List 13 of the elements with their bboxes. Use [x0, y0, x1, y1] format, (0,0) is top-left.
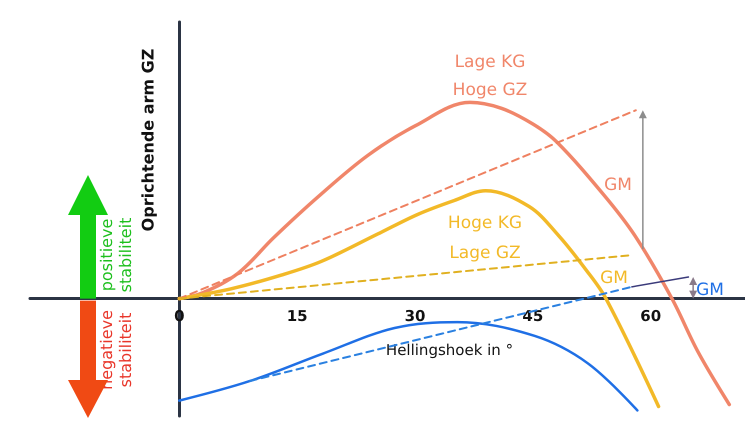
text: Lage KG [454, 52, 526, 72]
x-tick-label: 30 [404, 307, 426, 326]
annotation: GM [696, 280, 724, 300]
x-tick-label: 60 [640, 307, 662, 326]
x-axis-title: Hellingshoek in ° [386, 341, 514, 360]
annotation: GM [604, 175, 632, 195]
y-axis-title: Oprichtende arm GZ [138, 48, 158, 232]
x-tick-label: 15 [286, 307, 308, 326]
text: Hoge GZ [452, 80, 528, 100]
annotation: Lage GZ [449, 243, 521, 263]
annotation: Hoge KG [448, 213, 522, 233]
annotation: GM [600, 268, 628, 288]
annotation: positieve stabiliteit [97, 218, 135, 292]
